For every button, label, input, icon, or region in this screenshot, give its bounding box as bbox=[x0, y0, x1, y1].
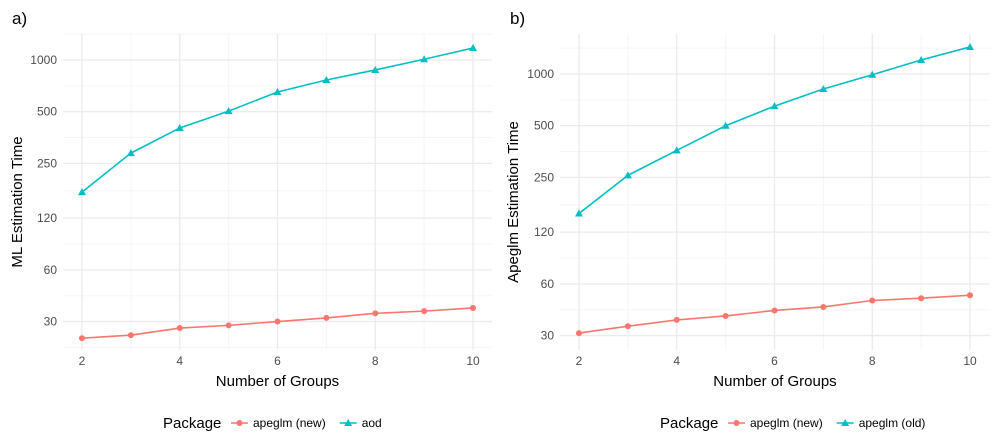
x-axis-title: Number of Groups bbox=[216, 373, 339, 390]
legend: Package apeglm (new) apeglm (old) bbox=[660, 415, 925, 432]
data-point bbox=[869, 297, 876, 304]
data-point bbox=[274, 318, 281, 325]
x-tick-label: 8 bbox=[869, 354, 876, 368]
y-axis-title: ML Estimation Time bbox=[9, 136, 26, 267]
panel-a: 30 60 120 250 500 1000 2 4 6 8 10 a) Number of Group… bbox=[9, 9, 492, 432]
x-tick-label: 2 bbox=[576, 354, 583, 368]
y-tick-label: 250 bbox=[534, 170, 554, 184]
data-point bbox=[819, 84, 828, 92]
y-tick-label: 1000 bbox=[30, 53, 57, 67]
data-point bbox=[371, 65, 380, 73]
panel-b: 30 60 120 250 500 1000 2 4 6 8 10 b) Number of Group… bbox=[505, 9, 990, 432]
y-tick-label: 500 bbox=[37, 105, 57, 119]
legend-label: apeglm (old) bbox=[859, 416, 926, 430]
data-point bbox=[126, 149, 135, 157]
data-point bbox=[420, 55, 429, 63]
data-point bbox=[966, 42, 974, 50]
legend-label: apeglm (new) bbox=[253, 416, 326, 430]
data-point bbox=[176, 325, 183, 332]
y-tick-label: 250 bbox=[37, 156, 57, 170]
data-point bbox=[967, 292, 973, 299]
data-point bbox=[421, 308, 428, 315]
panel-title: b) bbox=[510, 9, 525, 28]
data-point bbox=[469, 43, 477, 51]
data-point bbox=[917, 55, 926, 63]
x-tick-label: 10 bbox=[963, 354, 977, 368]
y-tick-label: 500 bbox=[534, 119, 554, 133]
y-tick-label: 60 bbox=[44, 263, 58, 277]
y-tick-label: 1000 bbox=[527, 67, 554, 81]
y-axis-title: Apeglm Estimation Time bbox=[505, 121, 522, 283]
data-point bbox=[322, 75, 331, 83]
data-point bbox=[576, 330, 582, 337]
x-tick-label: 8 bbox=[372, 354, 379, 368]
legend-key-circle bbox=[733, 420, 740, 426]
x-tick-label: 2 bbox=[79, 354, 86, 368]
data-point bbox=[273, 88, 282, 96]
y-tick-label: 120 bbox=[37, 211, 57, 225]
data-point bbox=[175, 123, 184, 131]
data-point bbox=[575, 209, 583, 217]
x-tick-label: 6 bbox=[274, 354, 281, 368]
panel-title: a) bbox=[12, 9, 27, 28]
y-tick-label: 60 bbox=[541, 277, 555, 291]
data-point bbox=[470, 304, 476, 311]
legend: Package apeglm (new) aod bbox=[163, 415, 382, 432]
data-point bbox=[722, 312, 729, 319]
data-point bbox=[868, 70, 877, 78]
data-point bbox=[623, 171, 632, 179]
y-tick-label: 30 bbox=[541, 329, 555, 343]
x-tick-label: 4 bbox=[176, 354, 183, 368]
x-axis-title: Number of Groups bbox=[713, 373, 836, 390]
data-point bbox=[770, 102, 779, 110]
x-tick-label: 6 bbox=[771, 354, 778, 368]
data-point bbox=[127, 332, 134, 339]
data-point bbox=[771, 307, 778, 314]
data-point bbox=[323, 314, 330, 321]
x-tick-label: 10 bbox=[466, 354, 480, 368]
y-tick-label: 120 bbox=[534, 225, 554, 239]
legend-title: Package bbox=[660, 415, 718, 432]
data-point bbox=[672, 146, 681, 154]
data-point bbox=[225, 322, 232, 329]
legend-label: aod bbox=[362, 416, 382, 430]
legend-key-triangle bbox=[841, 419, 850, 426]
data-point bbox=[78, 188, 86, 196]
legend-title: Package bbox=[163, 415, 221, 432]
data-point bbox=[224, 107, 233, 115]
legend-key-circle bbox=[236, 420, 243, 426]
legend-label: apeglm (new) bbox=[750, 416, 823, 430]
data-point bbox=[79, 335, 85, 342]
x-tick-label: 4 bbox=[673, 354, 680, 368]
legend-key-triangle bbox=[344, 419, 353, 426]
data-point bbox=[673, 316, 680, 323]
data-point bbox=[624, 323, 631, 330]
y-tick-label: 30 bbox=[44, 315, 58, 329]
data-point bbox=[721, 121, 730, 129]
data-point bbox=[918, 295, 925, 302]
data-point bbox=[820, 303, 827, 310]
data-point bbox=[372, 310, 379, 317]
